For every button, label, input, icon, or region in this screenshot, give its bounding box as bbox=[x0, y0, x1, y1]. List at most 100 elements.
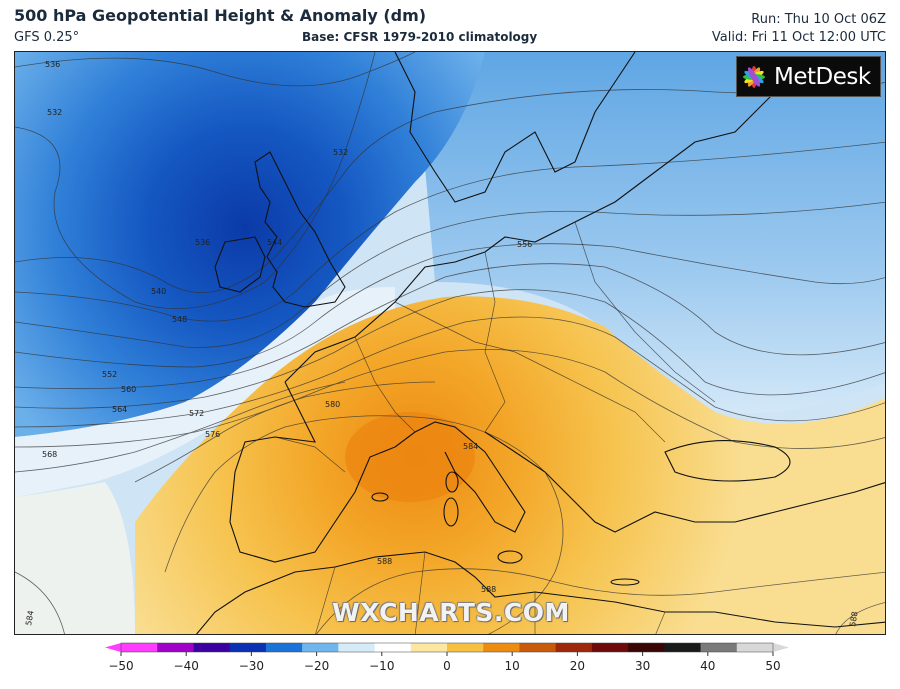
colorbar-cell bbox=[302, 643, 339, 652]
colorbar-left-arrow bbox=[105, 643, 121, 652]
neutral-anomaly-band bbox=[15, 287, 395, 497]
contour-label: 588 bbox=[481, 585, 496, 594]
country-borders bbox=[274, 221, 716, 634]
border-germany-poland bbox=[484, 251, 506, 433]
colorbar-cell bbox=[628, 643, 665, 652]
coast-balearics bbox=[371, 492, 389, 502]
metdesk-logo: MetDesk bbox=[736, 56, 881, 97]
contour-label: 584 bbox=[463, 442, 478, 451]
colorbar-cell bbox=[664, 643, 702, 652]
colorbar-tick-label: −10 bbox=[369, 659, 394, 673]
colorbar-tick-label: −40 bbox=[174, 659, 199, 673]
colorbar-cell bbox=[374, 643, 412, 652]
colorbar-cell bbox=[121, 643, 158, 652]
contour-label: 580 bbox=[325, 400, 340, 409]
border-north-africa bbox=[315, 551, 666, 634]
contour-label: 588 bbox=[377, 557, 392, 566]
contour-label: 564 bbox=[112, 405, 127, 414]
coast-sicily bbox=[497, 550, 523, 564]
colorbar-tick-label: 50 bbox=[765, 659, 780, 673]
border-pyrenees bbox=[274, 436, 346, 473]
colorbar-cell bbox=[229, 643, 267, 652]
contour-label: 588 bbox=[848, 611, 860, 628]
colorbar-tick-label: 20 bbox=[570, 659, 585, 673]
metdesk-star-icon bbox=[743, 65, 765, 88]
anomaly-colorbar: −50 −40 −30 −20 −10 0 10 20 30 40 50 bbox=[105, 642, 789, 673]
contour-label: 548 bbox=[172, 315, 187, 324]
contour-labels: 536 532 532 536 540 544 548 552 556 560 … bbox=[24, 60, 860, 627]
positive-anomaly-ridge bbox=[135, 296, 885, 634]
colorbar-tick-label: −20 bbox=[304, 659, 329, 673]
coast-black-sea bbox=[664, 440, 791, 482]
colorbar-tick-label: 10 bbox=[505, 659, 520, 673]
contour-560 bbox=[15, 316, 885, 428]
colorbar-cell bbox=[700, 643, 738, 652]
neutral-anomaly-southwest bbox=[15, 482, 135, 634]
colorbar-tick-label: 0 bbox=[443, 659, 451, 673]
contour-label: 576 bbox=[205, 430, 220, 439]
contour-532 bbox=[15, 52, 376, 310]
contour-576 bbox=[164, 415, 564, 634]
height-contours bbox=[15, 52, 885, 634]
contour-label: 544 bbox=[267, 238, 282, 247]
contour-572 bbox=[134, 381, 436, 483]
colorbar-cell bbox=[519, 643, 557, 652]
contour-552 bbox=[15, 263, 885, 390]
contour-label: 536 bbox=[45, 60, 60, 69]
colorbar-cell bbox=[193, 643, 231, 652]
colorbar-cell bbox=[410, 643, 448, 652]
contour-588-southeast bbox=[835, 602, 885, 634]
colorbar-cell bbox=[338, 643, 376, 652]
metdesk-logo-text: MetDesk bbox=[774, 63, 871, 90]
coastlines bbox=[195, 52, 885, 634]
colorbar-tick-label: −30 bbox=[239, 659, 264, 673]
coast-crete bbox=[610, 578, 640, 586]
border-central-europe bbox=[394, 301, 666, 443]
contour-label: 532 bbox=[47, 108, 62, 117]
wxcharts-watermark: WXCHARTS.COM bbox=[332, 598, 570, 627]
colorbar-cell bbox=[483, 643, 520, 652]
colorbar-cells bbox=[105, 642, 789, 653]
anomaly-core-max bbox=[345, 412, 475, 502]
contour-label: 532 bbox=[333, 148, 348, 157]
cool-anomaly-northeast bbox=[415, 52, 885, 414]
contour-588 bbox=[316, 568, 885, 634]
contour-label: 560 bbox=[121, 385, 136, 394]
coast-north-europe bbox=[284, 91, 776, 383]
contour-536 bbox=[15, 81, 885, 293]
colorbar-cell bbox=[555, 643, 593, 652]
coast-iberia bbox=[229, 381, 396, 563]
colorbar-tick-label: 40 bbox=[700, 659, 715, 673]
contour-548 bbox=[15, 243, 885, 368]
coast-balkans-anatolia bbox=[484, 431, 885, 533]
coast-sardinia bbox=[443, 497, 459, 527]
contour-label: 584 bbox=[24, 610, 36, 627]
colorbar-ticks: −50 −40 −30 −20 −10 0 10 20 30 40 50 bbox=[108, 652, 781, 673]
coast-italy bbox=[394, 421, 526, 533]
contour-label: 540 bbox=[151, 287, 166, 296]
border-france-east bbox=[354, 336, 416, 433]
colorbar-cell bbox=[447, 643, 484, 652]
chart-title: 500 hPa Geopotential Height & Anomaly (d… bbox=[14, 6, 427, 25]
contour-564 bbox=[15, 349, 885, 449]
colorbar-right-arrow bbox=[773, 643, 789, 652]
colorbar-cell bbox=[736, 643, 774, 652]
contour-556 bbox=[15, 289, 885, 409]
climatology-base-label: Base: CFSR 1979-2010 climatology bbox=[302, 30, 538, 44]
coast-corsica bbox=[445, 471, 459, 493]
colorbar-cell bbox=[591, 643, 629, 652]
contour-label: 572 bbox=[189, 409, 204, 418]
coast-great-britain bbox=[254, 151, 346, 308]
contour-568 bbox=[15, 381, 346, 473]
colorbar-cell bbox=[157, 643, 194, 652]
contour-label: 556 bbox=[517, 240, 532, 249]
run-time-label: Run: Thu 10 Oct 06Z bbox=[751, 12, 886, 27]
border-eastern-europe bbox=[574, 221, 716, 403]
weather-map[interactable]: 536 532 532 536 540 544 548 552 556 560 … bbox=[14, 51, 886, 635]
contour-584-southwest bbox=[15, 571, 65, 634]
model-label: GFS 0.25° bbox=[14, 30, 80, 45]
colorbar-tick-label: 30 bbox=[635, 659, 650, 673]
contour-label: 552 bbox=[102, 370, 117, 379]
colorbar-tick-label: −50 bbox=[108, 659, 133, 673]
coast-scandinavia bbox=[394, 52, 636, 203]
